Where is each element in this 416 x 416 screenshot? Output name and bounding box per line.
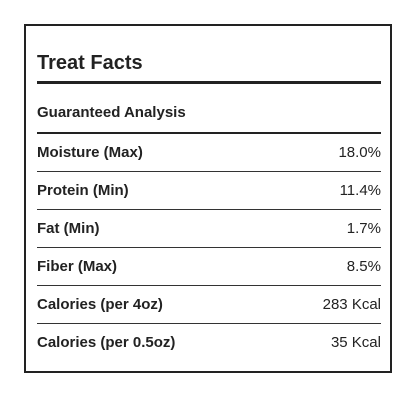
nutrient-value: 35 Kcal bbox=[330, 334, 381, 351]
nutrient-name: Protein (Min) bbox=[37, 182, 129, 199]
table-row: Calories (per 4oz) 283 Kcal bbox=[37, 286, 381, 324]
nutrient-name: Fat (Min) bbox=[37, 220, 100, 237]
nutrient-value: 8.5% bbox=[346, 258, 381, 275]
nutrient-value: 11.4% bbox=[339, 182, 381, 199]
divider bbox=[37, 132, 381, 134]
table-row: Protein (Min) 11.4% bbox=[37, 172, 381, 210]
nutrient-value: 1.7% bbox=[346, 220, 381, 237]
section-title: Guaranteed Analysis bbox=[37, 104, 186, 121]
table-row: Fat (Min) 1.7% bbox=[37, 210, 381, 248]
treat-facts-panel: Treat Facts Guaranteed Analysis Moisture… bbox=[24, 24, 392, 373]
nutrient-value: 18.0% bbox=[338, 144, 381, 161]
panel-title: Treat Facts bbox=[37, 52, 143, 74]
nutrient-name: Moisture (Max) bbox=[37, 144, 143, 161]
nutrient-value: 283 Kcal bbox=[322, 296, 381, 313]
table-row: Calories (per 0.5oz) 35 Kcal bbox=[37, 324, 381, 361]
table-row: Moisture (Max) 18.0% bbox=[37, 134, 381, 172]
analysis-table: Moisture (Max) 18.0% Protein (Min) 11.4% Fat… bbox=[37, 134, 381, 361]
nutrient-name: Fiber (Max) bbox=[37, 258, 118, 275]
nutrient-name: Calories (per 0.5oz) bbox=[37, 334, 176, 351]
table-row: Fiber (Max) 8.5% bbox=[37, 248, 381, 286]
nutrient-name: Calories (per 4oz) bbox=[37, 296, 163, 313]
divider bbox=[37, 81, 381, 84]
